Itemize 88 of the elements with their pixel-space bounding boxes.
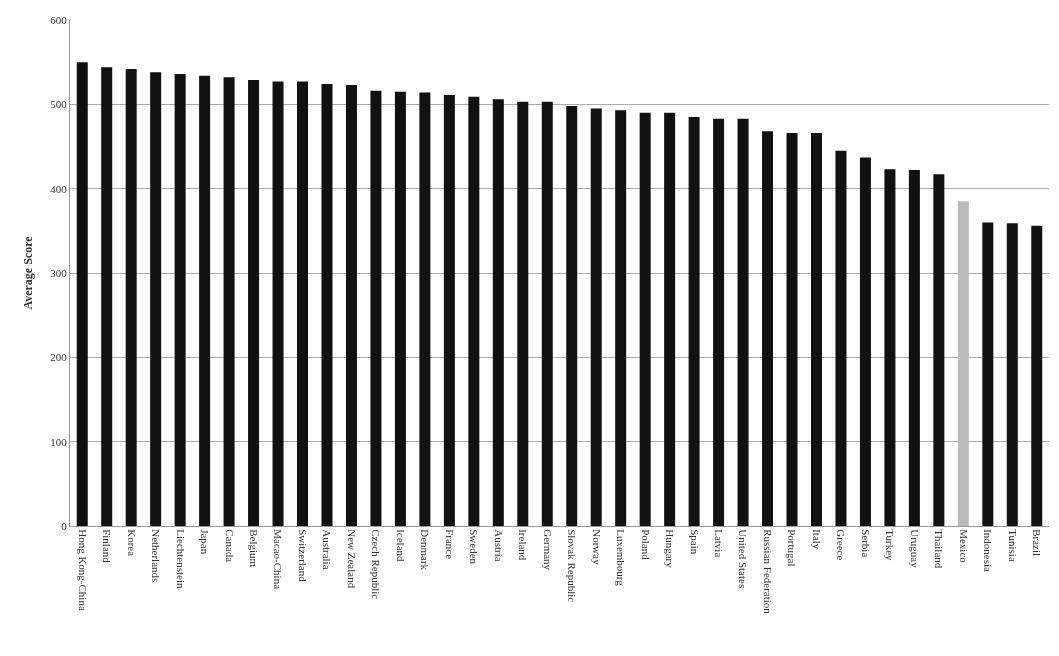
bar bbox=[762, 131, 774, 526]
y-tick-label: 200 bbox=[50, 351, 68, 364]
x-tick-label: Italy bbox=[810, 529, 823, 550]
y-tick-label: 300 bbox=[50, 266, 68, 279]
bar bbox=[419, 92, 431, 526]
x-tick-label: Brazil bbox=[1031, 529, 1044, 557]
y-tick-label: 400 bbox=[50, 182, 68, 195]
bar bbox=[957, 201, 969, 526]
bar bbox=[345, 84, 357, 526]
bar bbox=[297, 81, 309, 526]
x-tick-label: Russian Federation bbox=[761, 529, 774, 615]
x-tick-label: Australia bbox=[321, 529, 334, 570]
x-tick-label: Hong Kong-China bbox=[76, 529, 89, 611]
bar bbox=[566, 106, 578, 526]
x-tick-label: Finland bbox=[101, 529, 114, 564]
bar bbox=[174, 73, 186, 526]
x-tick-label: Liechtenstein bbox=[174, 529, 187, 589]
x-tick-label: Greece bbox=[835, 529, 848, 561]
x-tick-label: Switzerland bbox=[296, 529, 309, 583]
bar bbox=[1006, 223, 1018, 526]
x-tick-label: France bbox=[443, 529, 456, 560]
y-tick-label: 0 bbox=[61, 519, 68, 532]
bar bbox=[517, 101, 529, 526]
x-tick-label: Netherlands bbox=[150, 529, 163, 583]
x-tick-label: Thailand bbox=[933, 529, 946, 569]
x-tick-label: Mexico bbox=[957, 529, 970, 564]
x-tick-label: United States bbox=[737, 529, 750, 589]
bar bbox=[541, 101, 553, 526]
bar bbox=[443, 95, 455, 526]
x-tick-label: Ireland bbox=[517, 529, 530, 561]
x-tick-label: New Zealand bbox=[345, 529, 358, 589]
bar bbox=[713, 118, 725, 526]
x-tick-label: Indonesia bbox=[982, 529, 995, 573]
bar bbox=[933, 174, 945, 526]
x-tick-label: Germany bbox=[541, 529, 554, 571]
bar bbox=[150, 72, 162, 526]
bar bbox=[101, 67, 113, 526]
x-tick-label: Norway bbox=[590, 529, 603, 566]
bar bbox=[370, 90, 382, 526]
x-tick-label: Hungary bbox=[664, 529, 677, 569]
bar bbox=[810, 133, 822, 526]
x-tick-label: Portugal bbox=[786, 529, 799, 567]
y-tick-label: 600 bbox=[50, 13, 68, 26]
bar bbox=[199, 75, 211, 526]
bar bbox=[76, 62, 88, 526]
bar bbox=[321, 84, 333, 526]
bar bbox=[786, 133, 798, 526]
bar bbox=[272, 81, 284, 526]
bar bbox=[908, 170, 920, 526]
x-tick-label: Poland bbox=[639, 529, 652, 561]
bar bbox=[688, 116, 700, 526]
x-tick-label: Luxembourg bbox=[615, 529, 628, 587]
bar bbox=[859, 157, 871, 526]
y-tick-label: 100 bbox=[50, 435, 68, 448]
x-tick-label: Uruguay bbox=[908, 529, 921, 569]
bar bbox=[223, 77, 235, 526]
bar bbox=[835, 150, 847, 526]
bar bbox=[1031, 225, 1043, 526]
x-tick-label: Czech Republic bbox=[370, 529, 383, 600]
bar bbox=[664, 112, 676, 526]
bar bbox=[982, 222, 994, 526]
x-tick-label: Slovak Republic bbox=[566, 529, 579, 603]
bar bbox=[492, 99, 504, 526]
x-tick-label: Macao-China bbox=[272, 529, 285, 590]
bar bbox=[125, 68, 137, 526]
x-tick-label: Turkey bbox=[884, 529, 897, 562]
bar bbox=[590, 108, 602, 526]
x-tick-label: Canada bbox=[223, 529, 236, 563]
y-axis-title: Average Score bbox=[20, 235, 35, 310]
bar bbox=[248, 79, 260, 526]
bar bbox=[639, 112, 651, 526]
x-tick-label: Austria bbox=[492, 529, 505, 562]
bar bbox=[737, 118, 749, 526]
x-tick-label: Japan bbox=[199, 529, 212, 555]
x-tick-label: Spain bbox=[688, 529, 701, 555]
bar bbox=[394, 91, 406, 526]
x-tick-label: Belgium bbox=[247, 529, 260, 568]
bar bbox=[884, 169, 896, 526]
bar bbox=[468, 96, 480, 526]
x-tick-label: Iceland bbox=[394, 529, 407, 563]
bar bbox=[615, 110, 627, 526]
x-tick-label: Serbia bbox=[859, 529, 872, 558]
x-tick-label: Korea bbox=[125, 529, 138, 557]
x-tick-label: Latvia bbox=[713, 529, 726, 558]
x-tick-label: Denmark bbox=[419, 529, 432, 571]
y-tick-label: 500 bbox=[50, 98, 68, 111]
x-tick-label: Sweden bbox=[468, 529, 481, 565]
x-tick-label: Tunisia bbox=[1006, 529, 1019, 562]
